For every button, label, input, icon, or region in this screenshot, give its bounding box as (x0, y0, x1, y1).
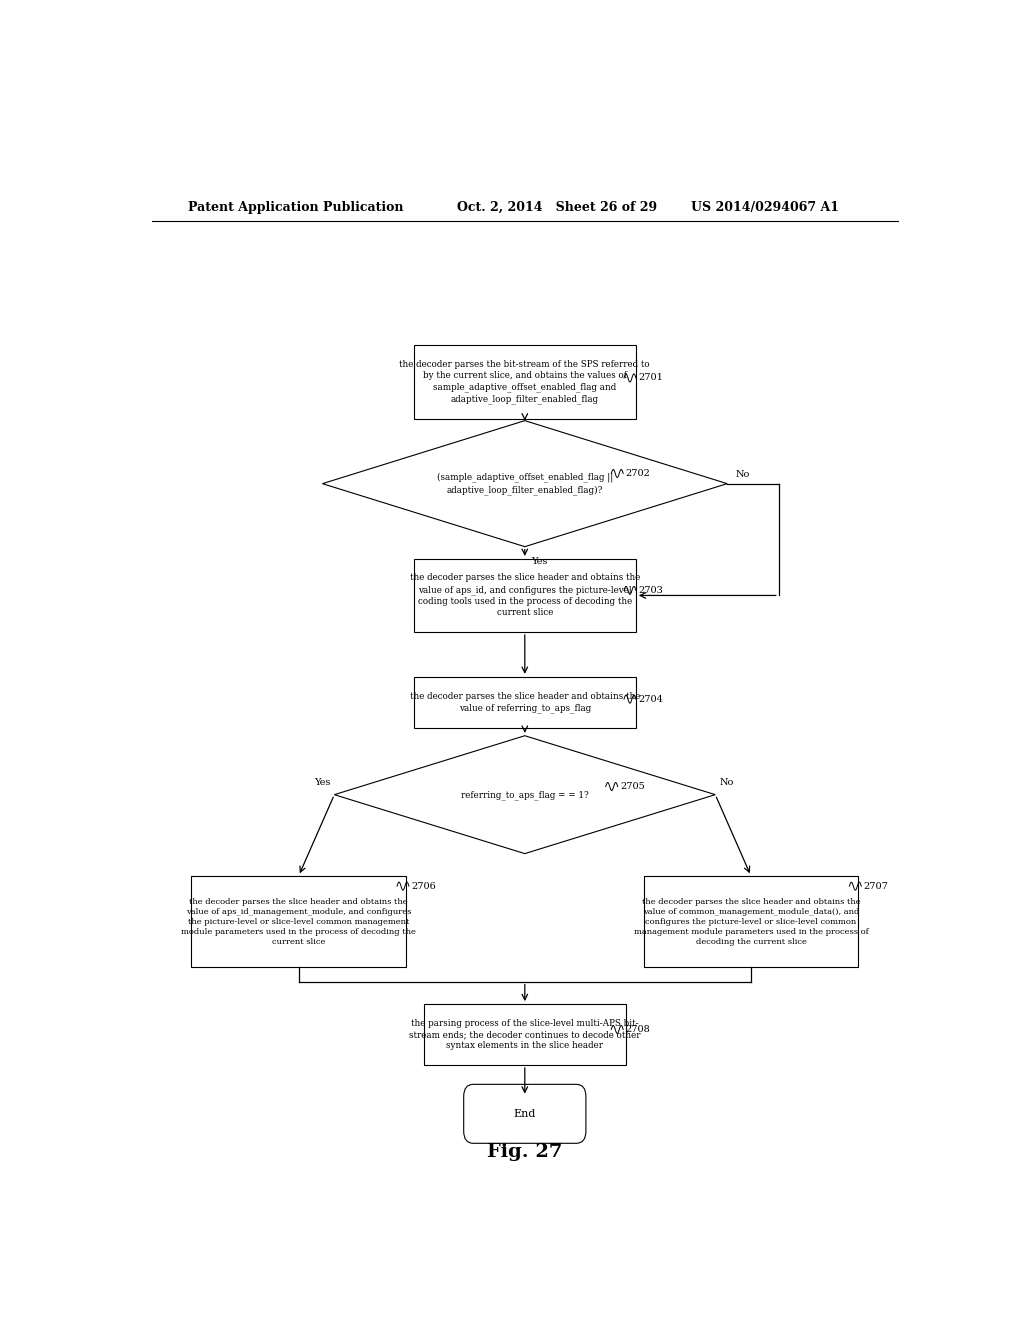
Text: (sample_adaptive_offset_enabled_flag ||
adaptive_loop_filter_enabled_flag)?: (sample_adaptive_offset_enabled_flag || … (436, 473, 613, 495)
Text: the decoder parses the slice header and obtains the
value of common_management_m: the decoder parses the slice header and … (634, 898, 868, 946)
Text: the decoder parses the bit-stream of the SPS referred to
by the current slice, a: the decoder parses the bit-stream of the… (399, 359, 650, 404)
FancyBboxPatch shape (644, 876, 858, 968)
Text: End: End (514, 1109, 536, 1119)
Text: 2704: 2704 (638, 694, 664, 704)
FancyBboxPatch shape (414, 558, 636, 632)
Text: the decoder parses the slice header and obtains the
value of aps_id_management_m: the decoder parses the slice header and … (181, 898, 416, 946)
FancyBboxPatch shape (191, 876, 406, 968)
Text: 2705: 2705 (620, 781, 645, 791)
Polygon shape (334, 735, 715, 854)
Text: No: No (735, 470, 750, 479)
Text: the parsing process of the slice-level multi-APS bit-
stream ends; the decoder c: the parsing process of the slice-level m… (409, 1019, 641, 1051)
Text: the decoder parses the slice header and obtains the
value of aps_id, and configu: the decoder parses the slice header and … (410, 573, 640, 618)
Polygon shape (323, 421, 727, 546)
Text: No: No (719, 777, 733, 787)
Text: the decoder parses the slice header and obtains the
value of referring_to_aps_fl: the decoder parses the slice header and … (410, 692, 640, 713)
Text: Yes: Yes (314, 777, 331, 787)
FancyBboxPatch shape (424, 1005, 626, 1065)
Text: US 2014/0294067 A1: US 2014/0294067 A1 (691, 201, 840, 214)
FancyBboxPatch shape (464, 1084, 586, 1143)
Text: 2707: 2707 (863, 882, 889, 891)
Text: 2706: 2706 (412, 882, 436, 891)
Text: 2708: 2708 (626, 1024, 650, 1034)
Text: Patent Application Publication: Patent Application Publication (187, 201, 403, 214)
Text: Oct. 2, 2014   Sheet 26 of 29: Oct. 2, 2014 Sheet 26 of 29 (458, 201, 657, 214)
Text: 2703: 2703 (638, 586, 664, 595)
Text: referring_to_aps_flag = = 1?: referring_to_aps_flag = = 1? (461, 789, 589, 800)
Text: 2702: 2702 (626, 469, 650, 478)
Text: Yes: Yes (531, 557, 548, 566)
Text: Fig. 27: Fig. 27 (487, 1143, 562, 1162)
Text: 2701: 2701 (638, 374, 664, 383)
FancyBboxPatch shape (414, 346, 636, 418)
FancyBboxPatch shape (414, 677, 636, 727)
